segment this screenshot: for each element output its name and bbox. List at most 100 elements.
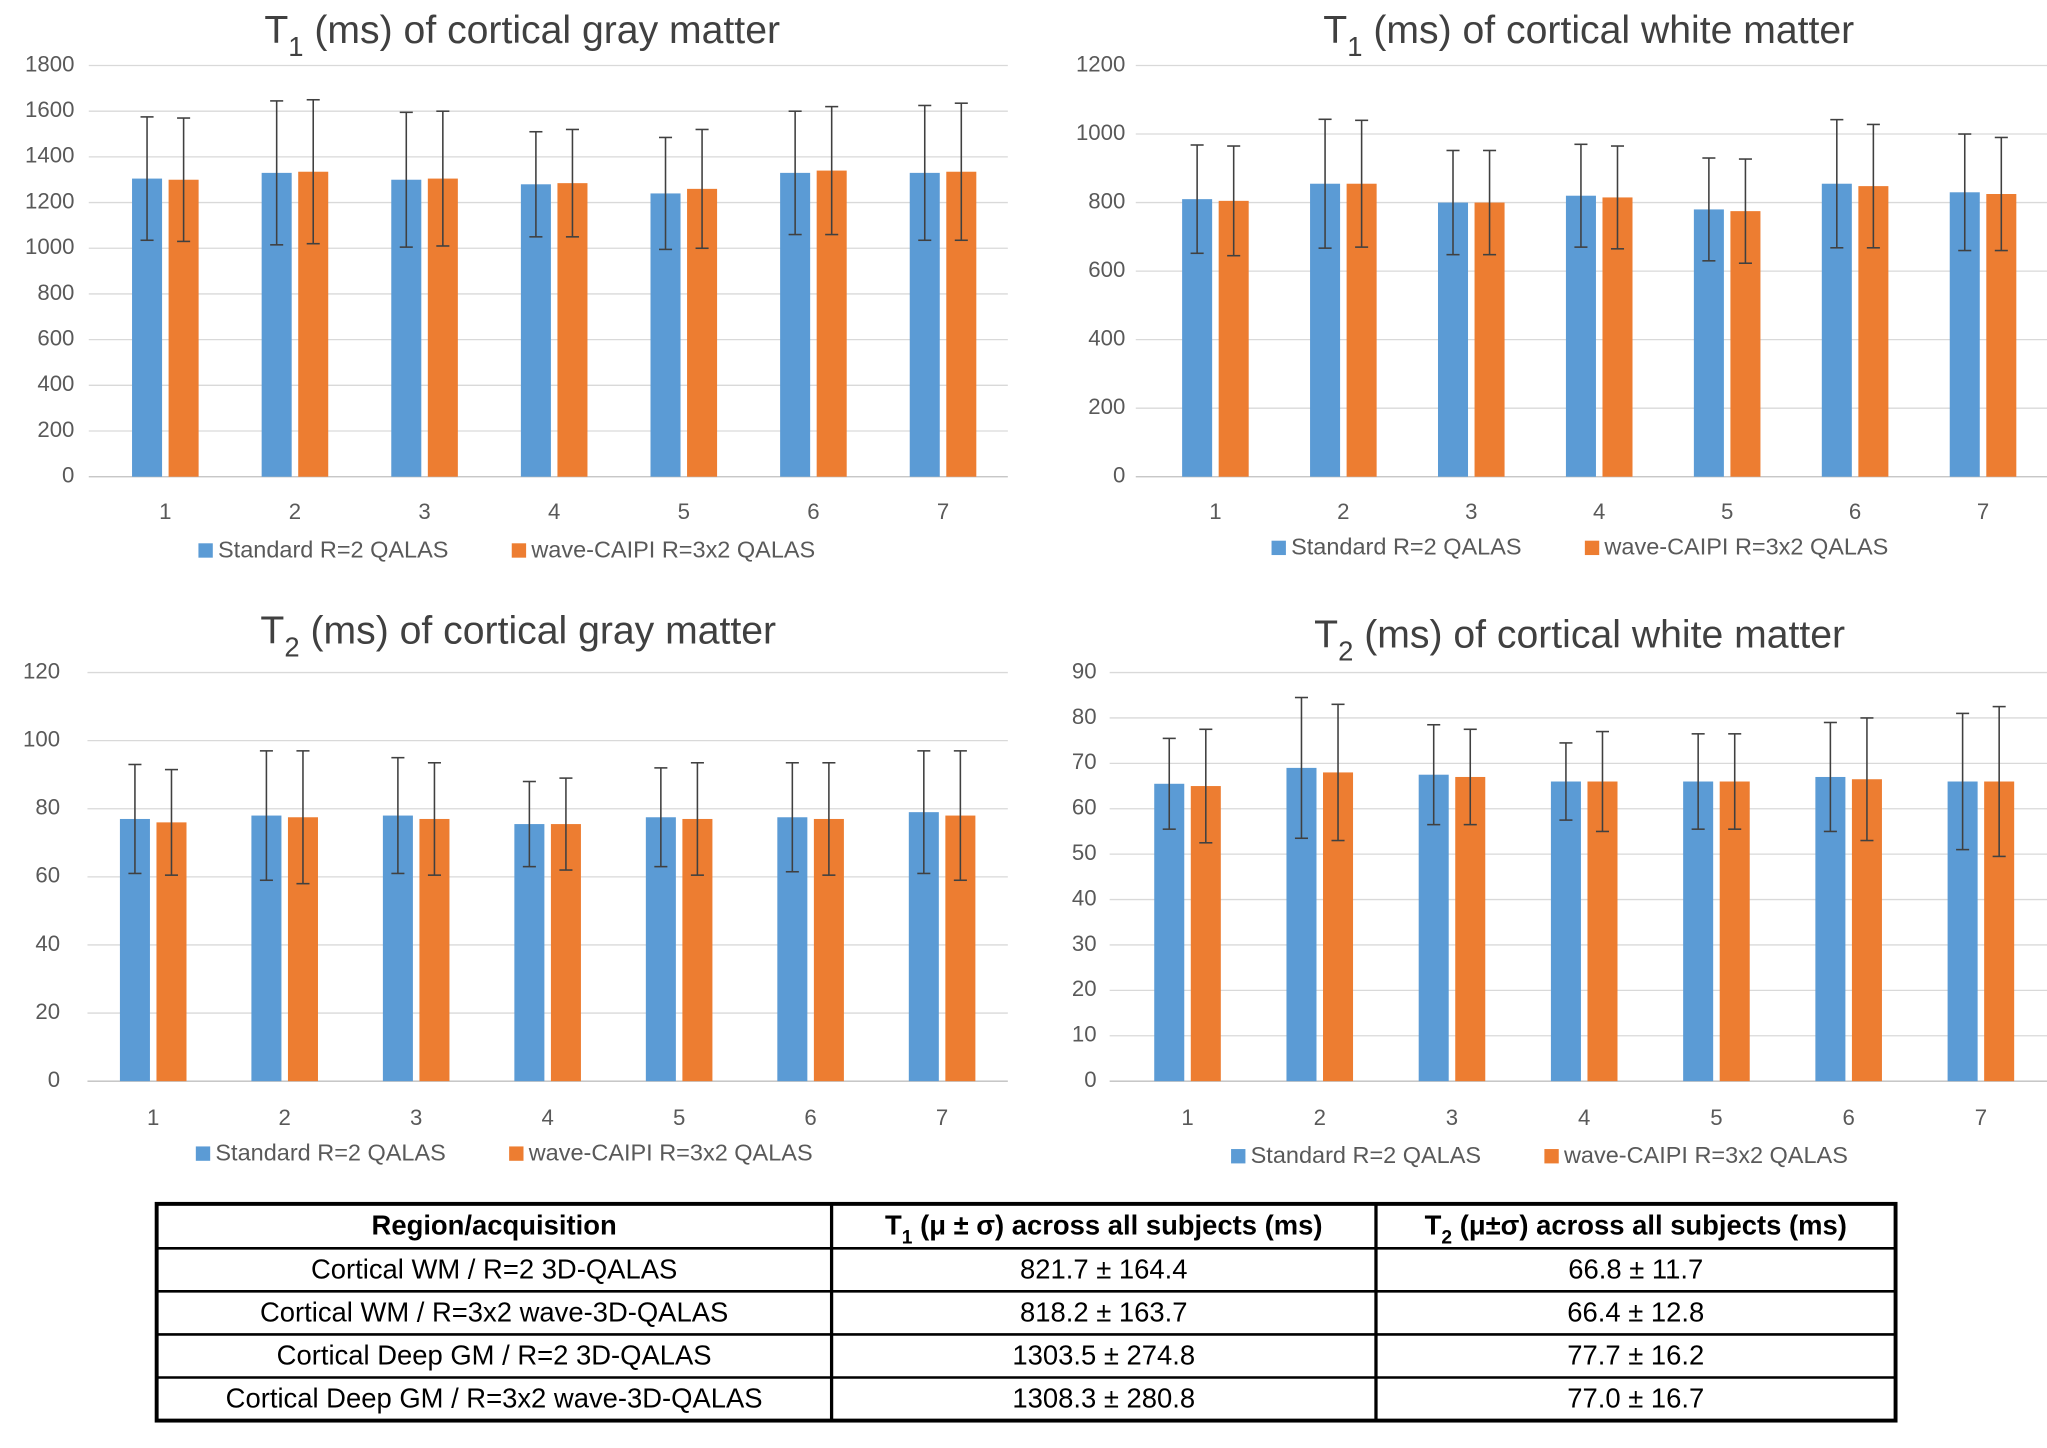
y-tick-label: 40 xyxy=(35,931,60,956)
x-tick-label: 3 xyxy=(1465,499,1477,524)
chart-title-part: (ms) of cortical gray matter xyxy=(304,9,781,52)
table-header-part: T xyxy=(1425,1210,1442,1241)
legend-label: Standard R=2 QALAS xyxy=(218,536,448,562)
chart-title-part: (ms) of cortical gray matter xyxy=(300,610,776,653)
y-tick-label: 600 xyxy=(1088,257,1125,282)
table-header-part: (μ±σ) across all subjects (ms) xyxy=(1452,1210,1847,1241)
legend-swatch xyxy=(509,1146,524,1161)
x-tick-label: 1 xyxy=(147,1105,159,1130)
legend-label: wave-CAIPI R=3x2 QALAS xyxy=(530,536,815,562)
legend-label: Standard R=2 QALAS xyxy=(1251,1142,1481,1168)
chart-title-part: 2 xyxy=(284,631,299,662)
y-tick-label: 400 xyxy=(1088,326,1125,351)
y-tick-label: 1600 xyxy=(25,97,74,122)
y-tick-label: 0 xyxy=(1084,1067,1096,1092)
table-cell: 818.2 ± 163.7 xyxy=(1020,1296,1187,1327)
x-tick-label: 3 xyxy=(410,1105,422,1130)
chart-title-part: T xyxy=(1323,9,1347,52)
x-tick-label: 4 xyxy=(1578,1105,1590,1130)
bar xyxy=(1550,781,1581,1082)
legend-label: wave-CAIPI R=3x2 QALAS xyxy=(528,1139,813,1165)
table-header: Region/acquisition xyxy=(372,1210,617,1241)
x-tick-label: 1 xyxy=(159,499,171,524)
y-tick-label: 400 xyxy=(37,371,74,396)
table-cell: Cortical WM / R=2 3D-QALAS xyxy=(311,1253,677,1284)
table-cell: 1303.5 ± 274.8 xyxy=(1012,1340,1195,1371)
y-tick-label: 60 xyxy=(35,863,60,888)
x-tick-label: 7 xyxy=(936,1105,948,1130)
chart-title: T1 (ms) of cortical gray matter xyxy=(264,9,780,61)
legend-label: Standard R=2 QALAS xyxy=(215,1139,445,1165)
table-header-part: Region/acquisition xyxy=(372,1210,617,1241)
chart-title-part: 1 xyxy=(288,31,303,62)
y-tick-label: 100 xyxy=(23,727,60,752)
x-tick-label: 7 xyxy=(937,499,949,524)
y-tick-label: 0 xyxy=(1113,463,1125,488)
chart-title-part: T xyxy=(1314,614,1338,657)
legend-swatch xyxy=(198,543,213,558)
legend-label: wave-CAIPI R=3x2 QALAS xyxy=(1563,1142,1848,1168)
y-tick-label: 80 xyxy=(1072,704,1097,729)
chart-title: T2 (ms) of cortical gray matter xyxy=(260,610,776,662)
x-tick-label: 7 xyxy=(1977,499,1989,524)
x-tick-label: 6 xyxy=(804,1105,816,1130)
table-cell: 821.7 ± 164.4 xyxy=(1020,1253,1187,1284)
x-tick-label: 5 xyxy=(673,1105,685,1130)
y-tick-label: 20 xyxy=(35,999,60,1024)
x-tick-label: 3 xyxy=(1446,1105,1458,1130)
x-tick-label: 7 xyxy=(1975,1105,1987,1130)
table-header-part: T xyxy=(885,1210,902,1241)
chart-title-part: T xyxy=(260,610,284,653)
y-tick-label: 200 xyxy=(37,417,74,442)
table-cell: 66.4 ± 12.8 xyxy=(1567,1296,1704,1327)
y-tick-label: 20 xyxy=(1072,976,1097,1001)
chart-title-part: (ms) of cortical white matter xyxy=(1362,9,1854,52)
bar xyxy=(1154,783,1185,1082)
y-tick-label: 800 xyxy=(37,280,74,305)
legend-swatch xyxy=(1271,540,1286,556)
x-tick-label: 2 xyxy=(1314,1105,1326,1130)
y-tick-label: 0 xyxy=(48,1067,60,1092)
table-cell: 1308.3 ± 280.8 xyxy=(1012,1383,1195,1414)
bar xyxy=(1719,781,1750,1082)
x-tick-label: 5 xyxy=(1710,1105,1722,1130)
y-tick-label: 30 xyxy=(1072,931,1097,956)
y-tick-label: 0 xyxy=(62,463,74,488)
legend-label: Standard R=2 QALAS xyxy=(1291,534,1521,560)
y-tick-label: 90 xyxy=(1072,658,1097,683)
x-tick-label: 6 xyxy=(1842,1105,1854,1130)
x-tick-label: 2 xyxy=(279,1105,291,1130)
y-tick-label: 600 xyxy=(37,326,74,351)
y-tick-label: 1400 xyxy=(25,143,74,168)
x-tick-label: 2 xyxy=(289,499,301,524)
bar xyxy=(1683,781,1714,1082)
table-cell: Cortical Deep GM / R=2 3D-QALAS xyxy=(277,1340,712,1371)
chart-title: T1 (ms) of cortical white matter xyxy=(1323,9,1854,61)
bar xyxy=(1418,774,1449,1082)
y-tick-label: 1200 xyxy=(25,188,74,213)
chart-title-part: 2 xyxy=(1338,635,1353,666)
x-tick-label: 3 xyxy=(418,499,430,524)
y-tick-label: 50 xyxy=(1072,840,1097,865)
chart-title-part: (ms) of cortical white matter xyxy=(1353,614,1845,657)
x-tick-label: 6 xyxy=(807,499,819,524)
table-cell: Cortical WM / R=3x2 wave-3D-QALAS xyxy=(260,1296,728,1327)
y-tick-label: 800 xyxy=(1088,188,1125,213)
y-tick-label: 80 xyxy=(35,795,60,820)
y-tick-label: 1200 xyxy=(1076,51,1125,76)
y-tick-label: 1000 xyxy=(25,234,74,259)
table-border xyxy=(154,1201,1898,1423)
y-tick-label: 120 xyxy=(23,658,60,683)
chart-title: T2 (ms) of cortical white matter xyxy=(1314,614,1845,666)
x-tick-label: 5 xyxy=(678,499,690,524)
legend-label: wave-CAIPI R=3x2 QALAS xyxy=(1603,534,1888,560)
x-tick-label: 4 xyxy=(548,499,560,524)
table-cell: Cortical Deep GM / R=3x2 wave-3D-QALAS xyxy=(226,1383,763,1414)
table-cell: 77.0 ± 16.7 xyxy=(1567,1383,1704,1414)
x-tick-label: 6 xyxy=(1849,499,1861,524)
legend-swatch xyxy=(1544,1149,1559,1164)
y-tick-label: 60 xyxy=(1072,795,1097,820)
y-tick-label: 70 xyxy=(1072,749,1097,774)
table-cell: 66.8 ± 11.7 xyxy=(1568,1253,1703,1284)
